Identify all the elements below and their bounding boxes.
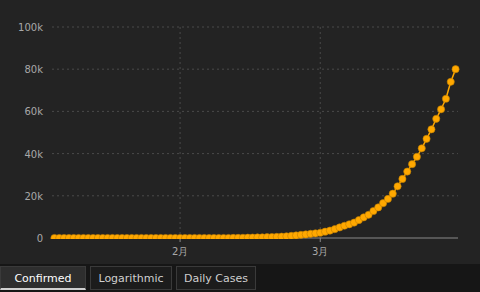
data-point[interactable] xyxy=(428,126,435,133)
tab[interactable]: Confirmed xyxy=(0,266,86,290)
data-point[interactable] xyxy=(433,115,440,122)
chart: 0 20k 40k 60k 80k 100k 2月 3月 xyxy=(0,0,480,264)
data-point[interactable] xyxy=(394,183,401,190)
x-tick-label: 3月 xyxy=(312,246,328,257)
grid-line xyxy=(52,27,458,28)
data-point[interactable] xyxy=(418,145,425,152)
data-point[interactable] xyxy=(423,135,430,142)
data-point[interactable] xyxy=(442,95,449,102)
tab-bar: ConfirmedLogarithmicDaily Cases xyxy=(0,264,480,292)
x-tick-label: 2月 xyxy=(172,246,188,257)
tab[interactable]: Daily Cases xyxy=(176,266,256,290)
data-point[interactable] xyxy=(452,66,459,73)
data-point[interactable] xyxy=(389,190,396,197)
y-tick-label: 60k xyxy=(24,106,43,117)
y-tick-label: 20k xyxy=(24,191,43,202)
y-tick-label: 0 xyxy=(37,233,43,244)
data-point[interactable] xyxy=(399,175,406,182)
tab[interactable]: Logarithmic xyxy=(90,266,172,290)
data-point[interactable] xyxy=(408,161,415,168)
x-tick xyxy=(320,238,321,242)
grid-line xyxy=(52,111,458,112)
grid-line xyxy=(180,27,181,238)
y-tick-label: 40k xyxy=(24,149,43,160)
series-line xyxy=(54,69,455,238)
data-point[interactable] xyxy=(437,106,444,113)
grid-line xyxy=(320,27,321,238)
grid-line xyxy=(52,69,458,70)
grid-line xyxy=(52,195,458,196)
data-point[interactable] xyxy=(404,168,411,175)
grid-line xyxy=(52,153,458,154)
plot-area xyxy=(51,66,459,239)
y-tick-label: 100k xyxy=(18,22,43,33)
y-tick-label: 80k xyxy=(24,64,43,75)
data-point[interactable] xyxy=(447,78,454,85)
data-point[interactable] xyxy=(413,153,420,160)
